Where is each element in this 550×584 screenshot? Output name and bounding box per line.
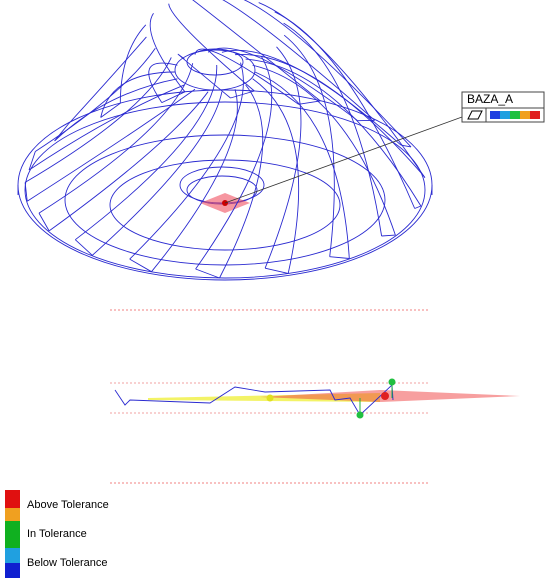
blade <box>54 123 69 142</box>
blade <box>195 56 273 270</box>
legend-swatch <box>5 508 20 521</box>
blade <box>298 100 321 105</box>
callout: BAZA_A <box>461 91 545 123</box>
blade <box>422 174 426 178</box>
blade <box>194 48 299 105</box>
blade <box>258 2 426 178</box>
blade <box>177 53 231 99</box>
legend-label: Above Tolerance <box>27 499 109 511</box>
blade <box>68 36 147 125</box>
blade <box>230 90 255 99</box>
min-point <box>356 411 364 419</box>
blade <box>28 151 36 171</box>
flatness-icon <box>467 110 483 120</box>
deviation-point <box>266 394 274 402</box>
max-point <box>388 378 396 386</box>
blade <box>219 84 264 279</box>
blade <box>148 62 178 103</box>
blade <box>119 24 147 104</box>
blade <box>243 0 412 148</box>
leader-line <box>224 116 463 204</box>
impeller-wireframe <box>17 0 433 281</box>
blade <box>195 268 220 279</box>
blade <box>207 47 358 122</box>
blade <box>161 91 186 104</box>
color-chip <box>510 111 520 119</box>
legend-label: In Tolerance <box>27 528 87 540</box>
blade <box>265 267 289 274</box>
color-chip <box>520 111 530 119</box>
blade <box>149 12 186 93</box>
blade <box>222 0 375 121</box>
deviation-band <box>260 390 520 402</box>
blade <box>192 0 321 102</box>
blade <box>24 182 28 202</box>
rim <box>24 101 426 279</box>
blade <box>35 47 156 152</box>
blade <box>274 11 416 209</box>
blade <box>254 71 350 259</box>
blade <box>283 34 335 257</box>
blade <box>54 78 178 142</box>
blade <box>74 239 93 256</box>
blade <box>414 205 422 209</box>
callout-label: BAZA_A <box>467 92 513 106</box>
blade <box>381 234 396 237</box>
blade <box>100 71 176 118</box>
blade <box>38 212 50 232</box>
blade <box>48 91 209 232</box>
hub <box>174 49 256 91</box>
color-chip <box>490 111 500 119</box>
rim-edge <box>17 185 433 195</box>
blade <box>252 64 396 236</box>
color-chip <box>500 111 510 119</box>
blade <box>264 46 302 269</box>
blade <box>283 22 383 237</box>
profile-line <box>114 384 394 416</box>
legend-swatch <box>5 490 20 508</box>
legend-swatch <box>5 548 20 563</box>
blade <box>245 58 422 207</box>
ring <box>64 134 386 266</box>
blade <box>26 88 196 202</box>
blade <box>329 256 350 259</box>
blade <box>100 102 121 118</box>
blade <box>24 57 172 183</box>
deviation-point <box>381 392 389 400</box>
blade <box>129 62 244 260</box>
blade <box>129 258 152 273</box>
ring <box>109 159 341 251</box>
legend-swatch <box>5 563 20 578</box>
blade <box>28 84 185 171</box>
blade <box>234 54 424 176</box>
color-chip <box>530 111 540 119</box>
blade <box>75 64 218 241</box>
blade <box>252 78 300 274</box>
legend-swatch <box>5 521 20 548</box>
blade <box>91 91 223 256</box>
blade <box>38 63 194 214</box>
legend-label: Below Tolerance <box>27 557 108 569</box>
blade <box>151 89 238 272</box>
legend: Above Tolerance In Tolerance Below Toler… <box>5 490 109 578</box>
blade <box>168 3 255 92</box>
profile-view <box>114 378 520 419</box>
